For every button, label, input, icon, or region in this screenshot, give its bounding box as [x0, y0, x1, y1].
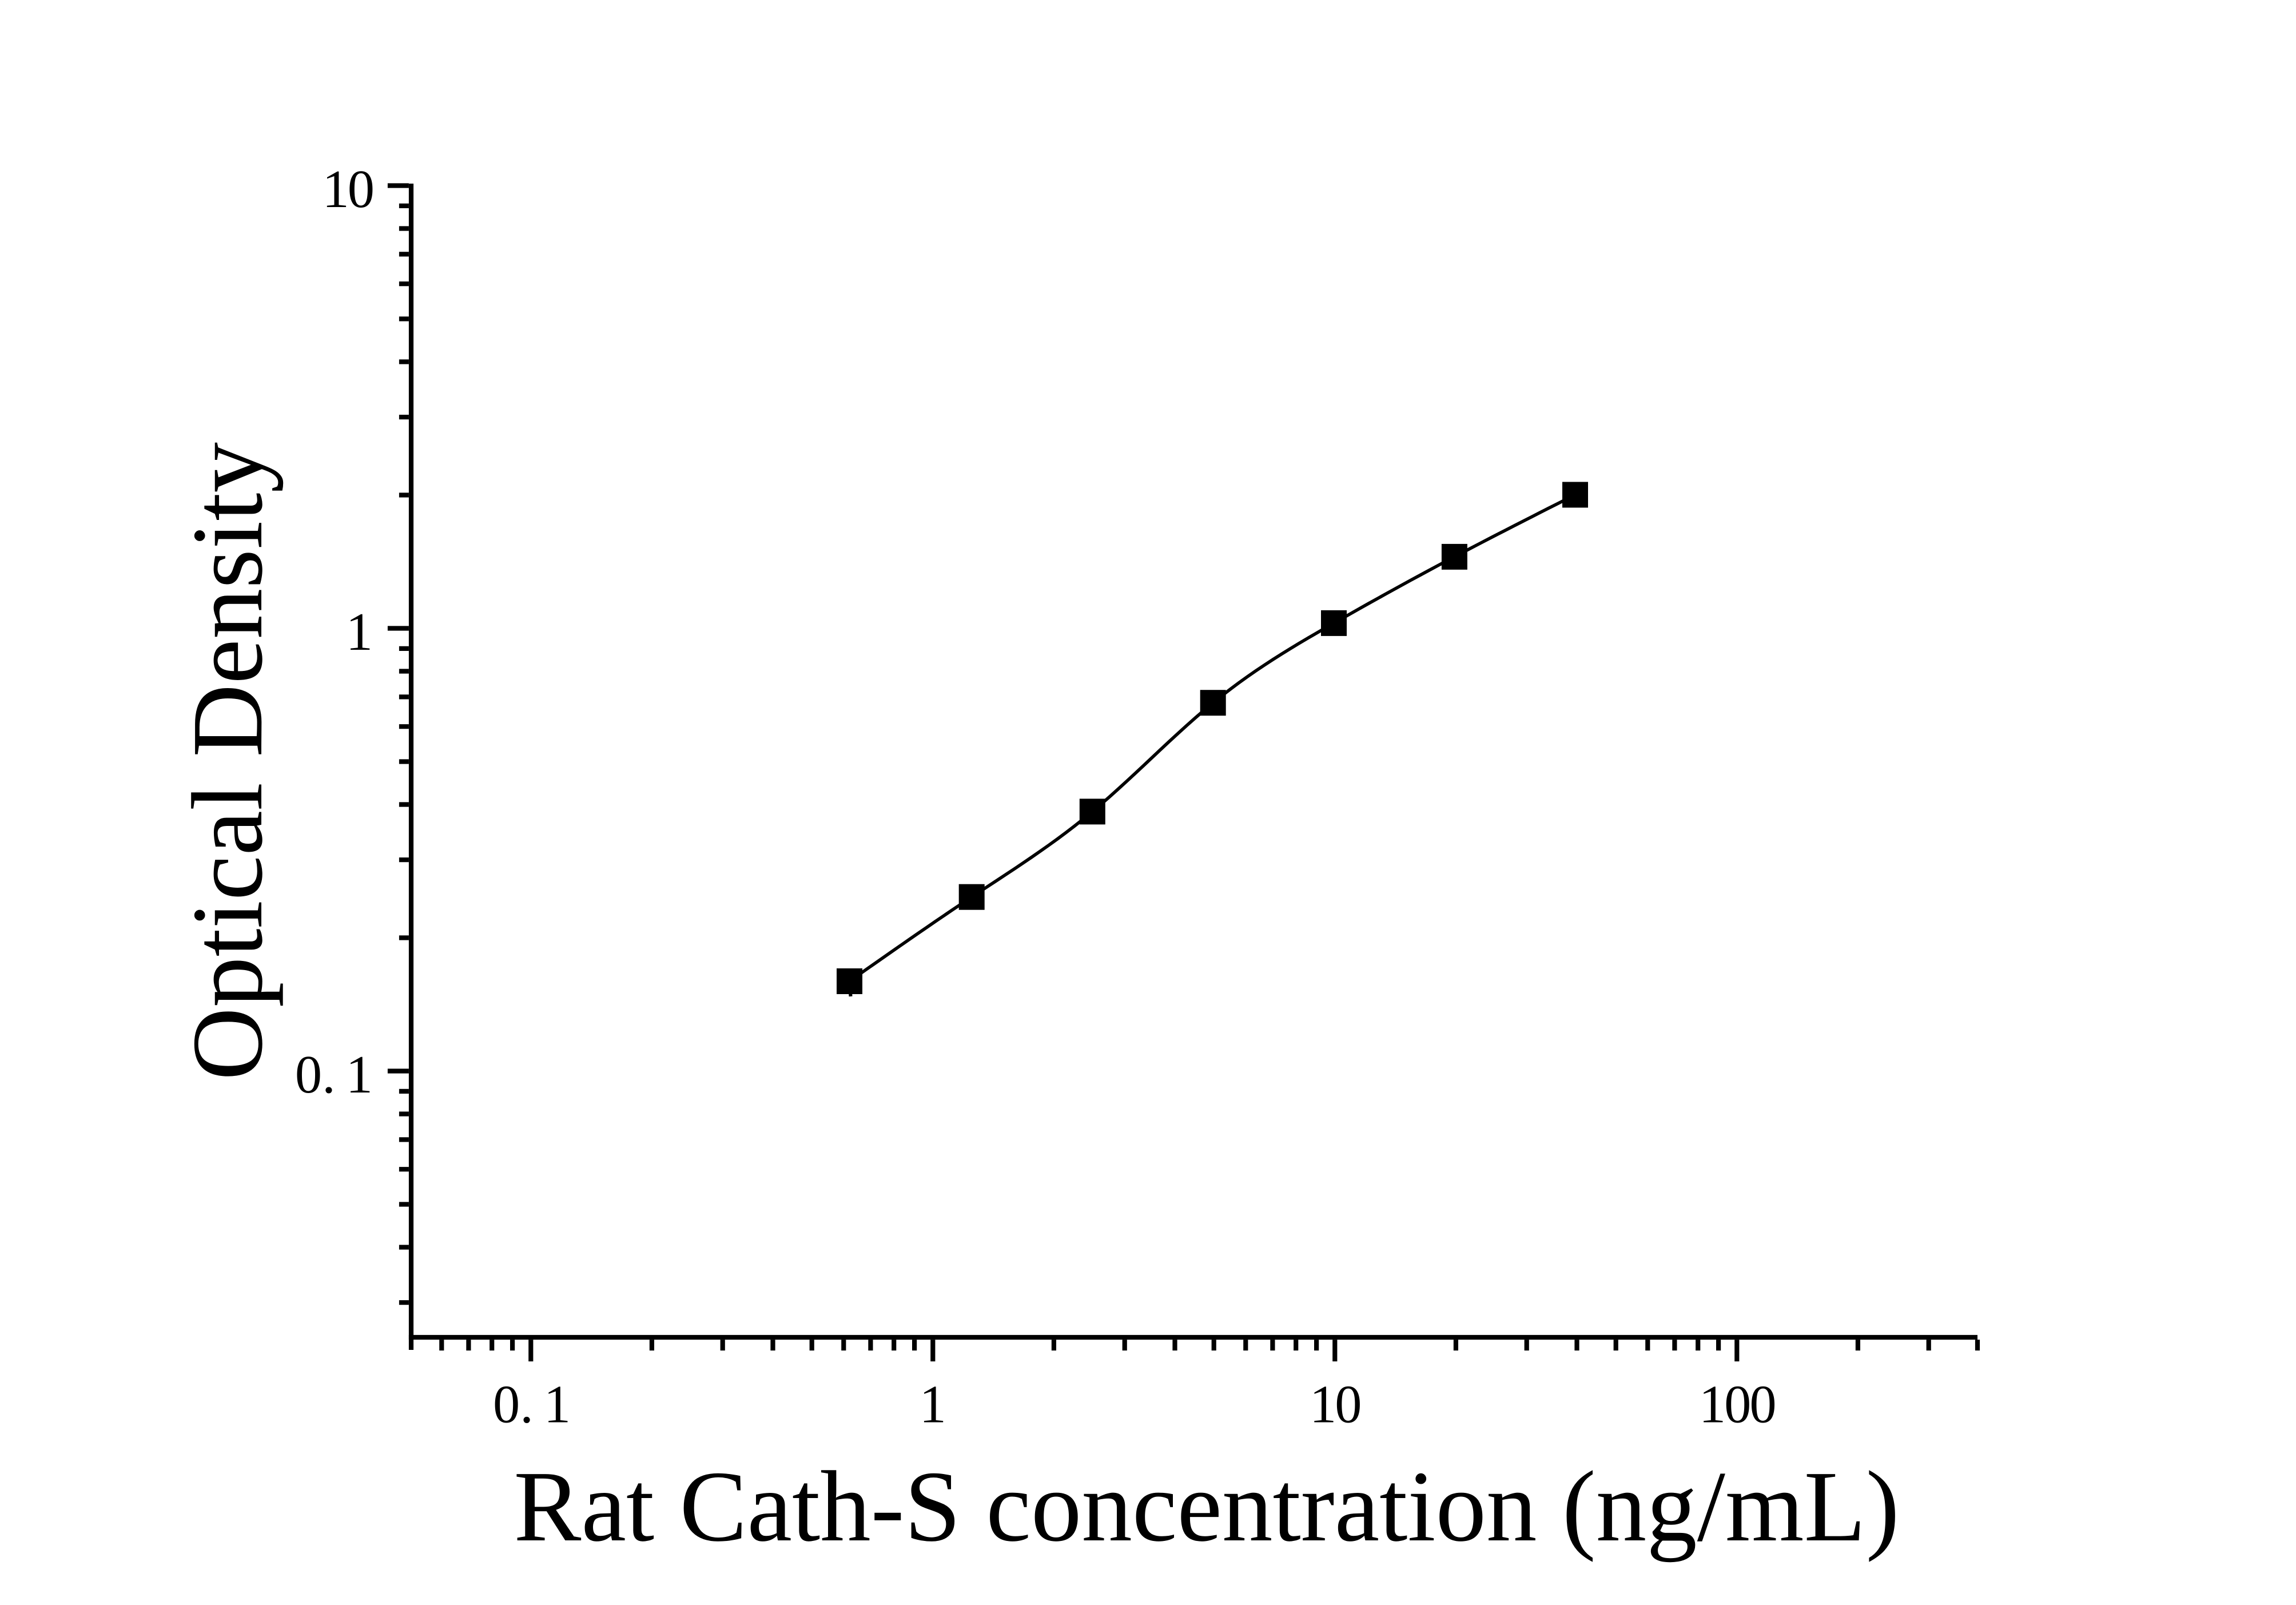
svg-text:0.1: 0. 1 [295, 1045, 373, 1105]
svg-text:0.1: 0. 1 [493, 1375, 571, 1435]
svg-text:100: 100 [1699, 1375, 1775, 1435]
svg-text:10: 10 [323, 160, 373, 219]
svg-text:10: 10 [1310, 1375, 1360, 1435]
svg-text:1: 1 [920, 1375, 946, 1435]
svg-text:1: 1 [346, 602, 373, 662]
svg-text:Optical Density: Optical Density [172, 442, 284, 1080]
svg-text:Rat Cath-S concentration (ng/m: Rat Cath-S concentration (ng/mL) [514, 1451, 1899, 1563]
